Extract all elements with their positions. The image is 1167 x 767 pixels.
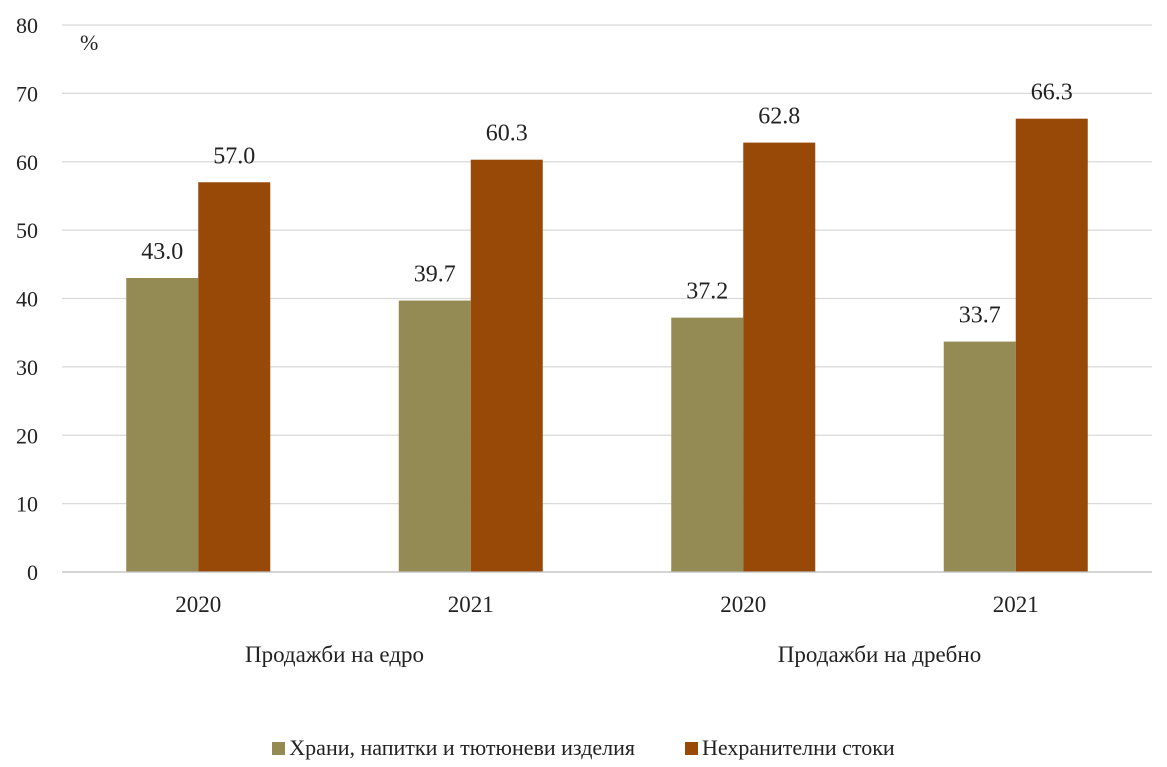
y-unit-label: % [80,30,98,55]
data-label: 62.8 [758,104,800,130]
data-label: 43.0 [141,239,183,265]
x-axis-categories: 2020 2021 2020 2021 [175,592,1039,617]
bar-chart: % 0 10 20 30 40 50 60 70 80 43.0 57.0 39.7 60.3 37.2… [0,0,1167,730]
y-tick-label: 80 [16,13,38,38]
legend-label-food: Храни, напитки и тютюневи изделия [289,735,635,761]
data-label: 66.3 [1031,80,1073,106]
x-axis-groups: Продажби на едро Продажби на дребно [245,642,981,667]
data-label: 60.3 [486,121,528,147]
y-tick-label: 70 [16,81,38,106]
data-label: 33.7 [959,303,1001,329]
bar-food [126,278,198,572]
data-label: 57.0 [213,143,255,169]
y-tick-label: 30 [16,355,38,380]
bar-food [944,342,1016,572]
x-category-label: 2020 [175,592,221,617]
y-tick-label: 20 [16,423,38,448]
bar-nonfood [743,143,815,572]
y-tick-label: 0 [27,560,38,585]
y-tick-label: 50 [16,218,38,243]
data-labels: 43.0 57.0 39.7 60.3 37.2 62.8 33.7 66.3 [141,80,1073,329]
y-axis-ticks: 0 10 20 30 40 50 60 70 80 [16,13,38,585]
legend-label-nonfood: Нехранителни стоки [702,735,895,761]
y-tick-label: 60 [16,150,38,175]
legend-swatch-food [272,742,285,755]
data-label: 39.7 [414,262,456,288]
x-category-label: 2020 [720,592,766,617]
legend-item-food: Храни, напитки и тютюневи изделия [272,735,635,761]
bar-nonfood [198,182,270,572]
x-category-label: 2021 [993,592,1039,617]
bar-nonfood [1016,119,1088,572]
x-group-label: Продажби на едро [245,642,424,667]
y-tick-label: 10 [16,492,38,517]
x-group-label: Продажби на дребно [778,642,981,667]
x-category-label: 2021 [448,592,494,617]
bar-food [671,318,743,572]
legend: Храни, напитки и тютюневи изделия Нехран… [0,735,1167,761]
bar-nonfood [471,160,543,572]
legend-swatch-nonfood [685,742,698,755]
y-tick-label: 40 [16,287,38,312]
bar-food [399,301,471,572]
data-label: 37.2 [686,279,728,305]
legend-item-nonfood: Нехранителни стоки [685,735,895,761]
